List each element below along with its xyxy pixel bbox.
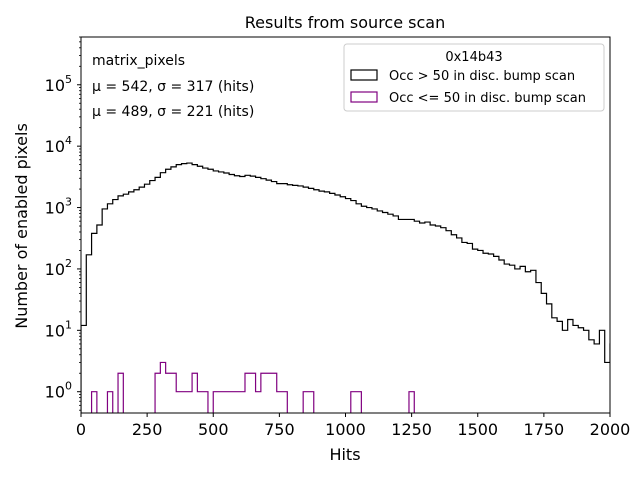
x-tick-label: 1750 bbox=[524, 420, 565, 439]
legend-title: 0x14b43 bbox=[445, 50, 502, 65]
series-0 bbox=[81, 162, 610, 413]
annotation-stats-all: μ = 542, σ = 317 (hits) bbox=[92, 79, 254, 95]
y-axis: 100 101 102 103 104 105 bbox=[45, 36, 81, 411]
histogram-steps-0 bbox=[81, 162, 610, 413]
chart-title: Results from source scan bbox=[245, 13, 445, 32]
y-tick-label: 105 bbox=[45, 73, 72, 95]
x-axis-label: Hits bbox=[329, 445, 360, 464]
annotation-stats-low-occ: μ = 489, σ = 221 (hits) bbox=[92, 104, 254, 120]
legend-swatch-low-occ bbox=[350, 91, 378, 103]
legend-label-high-occ: Occ > 50 in disc. bump scan bbox=[389, 69, 575, 84]
stats-annotation: matrix_pixels μ = 542, σ = 317 (hits) μ … bbox=[92, 53, 254, 120]
x-tick-label: 1250 bbox=[391, 420, 432, 439]
x-tick-label: 500 bbox=[198, 420, 229, 439]
x-tick-label: 750 bbox=[264, 420, 295, 439]
y-tick-label: 101 bbox=[45, 318, 72, 340]
legend-frame bbox=[343, 43, 605, 112]
legend: 0x14b43 Occ > 50 in disc. bump scan Occ … bbox=[343, 43, 605, 112]
histogram-steps-1 bbox=[90, 361, 415, 413]
y-tick-label: 104 bbox=[45, 134, 72, 156]
x-tick-label: 1000 bbox=[325, 420, 366, 439]
y-tick-label: 102 bbox=[45, 257, 72, 279]
series-1 bbox=[90, 361, 415, 413]
x-axis: 0 250 500 750 1000 1250 1500 1750 2000 bbox=[76, 413, 630, 439]
x-tick-label: 2000 bbox=[590, 420, 631, 439]
legend-label-low-occ: Occ <= 50 in disc. bump scan bbox=[389, 91, 586, 106]
annotation-title: matrix_pixels bbox=[92, 53, 185, 69]
y-tick-label: 103 bbox=[45, 196, 72, 218]
legend-swatch-high-occ bbox=[350, 69, 378, 81]
x-tick-label: 250 bbox=[132, 420, 163, 439]
y-tick-label: 100 bbox=[45, 380, 72, 402]
y-axis-label: Number of enabled pixels bbox=[12, 123, 31, 329]
x-tick-label: 1500 bbox=[457, 420, 498, 439]
x-tick-label: 0 bbox=[76, 420, 86, 439]
